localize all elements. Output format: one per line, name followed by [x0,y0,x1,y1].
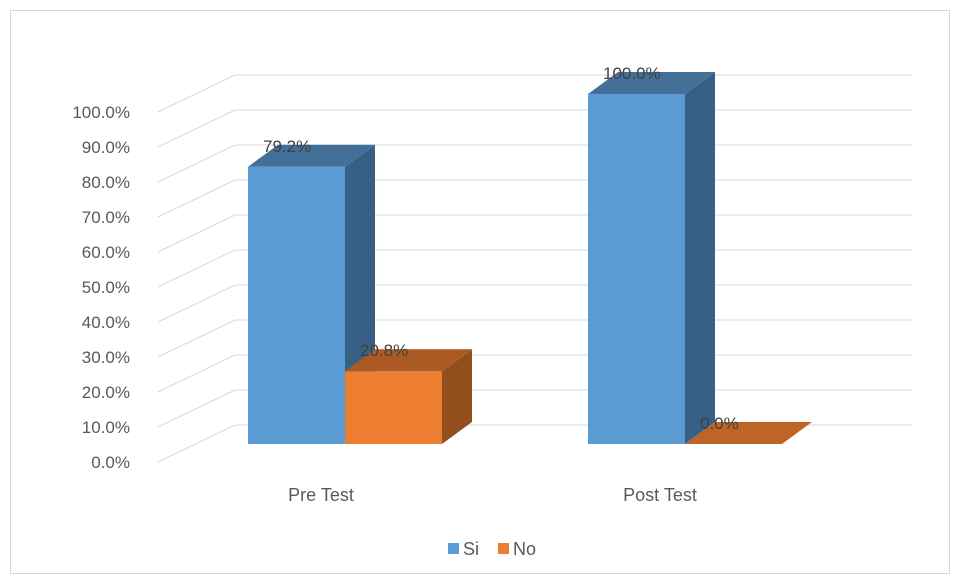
y-tick-label: 60.0% [82,243,130,262]
bar-side-no [442,349,472,444]
gridline-diagonal [157,249,236,288]
gridline-diagonal [157,214,236,253]
bar-top-no [345,349,472,372]
gridline-diagonal [157,319,236,358]
y-tick-label: 10.0% [82,418,130,437]
bar-top-si [588,72,715,94]
y-tick-label: 20.0% [82,383,130,402]
gridline-diagonal [157,144,236,183]
bar-top-no [685,422,812,444]
gridline-diagonal [157,179,236,218]
y-tick-label: 70.0% [82,208,130,227]
gridline-diagonal [157,284,236,323]
data-label: 20.8% [360,341,408,360]
gridline-diagonal [157,74,236,113]
legend-label-si: Si [463,539,479,559]
y-tick-label: 50.0% [82,278,130,297]
y-tick-label: 80.0% [82,173,130,192]
legend-swatch-no [498,543,509,554]
gridline-diagonal [157,354,236,393]
x-axis-category-labels: Pre Test Post Test [288,485,697,505]
data-label: 0.0% [700,414,739,433]
data-labels: 79.2% 20.8% 100.0% 0.0% [263,64,739,433]
chart-frame [10,10,950,574]
y-tick-label: 90.0% [82,138,130,157]
legend-label-no: No [513,539,536,559]
legend: Si No [448,539,536,559]
legend-swatch-si [448,543,459,554]
x-tick-label: Pre Test [288,485,354,505]
x-tick-label: Post Test [623,485,697,505]
gridline-diagonal [157,424,236,463]
y-axis-tick-labels: 0.0% 10.0% 20.0% 30.0% 40.0% 50.0% 60.0% 70.0% 8… [72,103,130,472]
y-tick-label: 100.0% [72,103,130,122]
data-label: 79.2% [263,137,311,156]
bar-si [248,166,345,445]
gridline-diagonal [157,389,236,428]
data-label: 100.0% [603,64,661,83]
bar-si [588,94,685,444]
y-tick-label: 40.0% [82,313,130,332]
y-tick-label: 0.0% [91,453,130,472]
bar-top-si [248,144,375,167]
bar-side-si [685,72,715,444]
y-tick-label: 30.0% [82,348,130,367]
bars [248,72,812,445]
bar-no [345,371,442,444]
gridline-diagonal [157,109,236,148]
